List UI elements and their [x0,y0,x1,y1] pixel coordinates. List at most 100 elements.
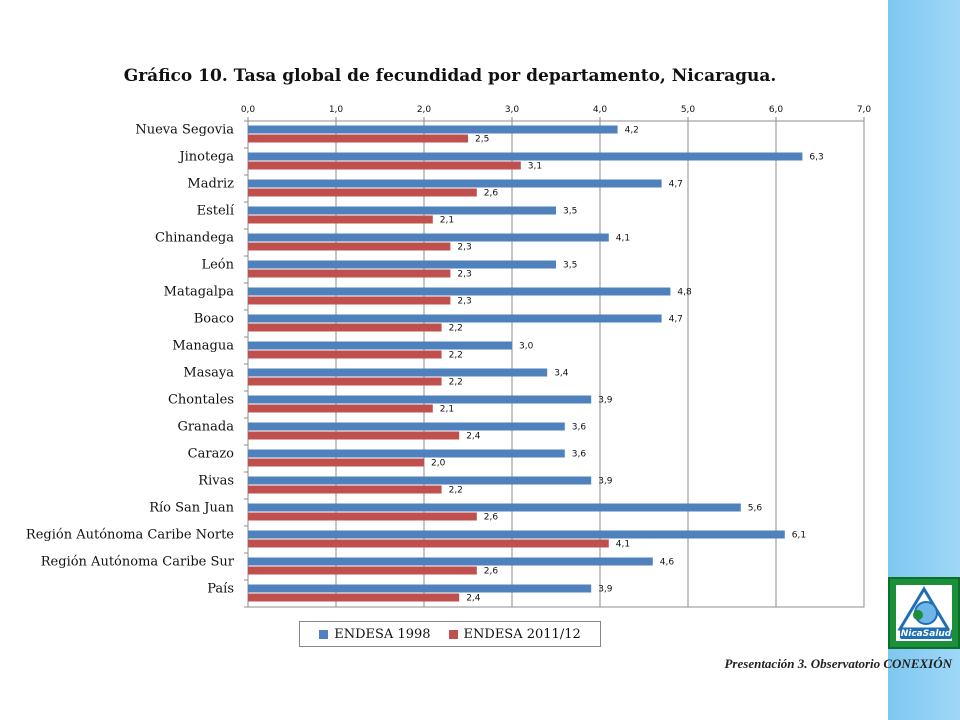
data-label: 6,1 [792,531,806,541]
chart-legend: ENDESA 1998 ENDESA 2011/12 [299,621,601,647]
bar-series-2 [248,458,424,467]
data-label: 3,0 [519,342,534,352]
footer-note: Presentación 3. Observatorio CONEXIÓN [724,656,952,671]
bar-series-1 [248,584,592,593]
bar-series-1 [248,341,512,350]
data-label: 2,4 [466,432,481,442]
data-label: 2,6 [484,513,499,523]
data-label: 4,7 [669,180,683,190]
data-label: 2,1 [440,405,454,415]
category-label: Nueva Segovia [135,123,234,138]
x-tick-label: 1,0 [329,105,344,115]
legend-label-series-1: ENDESA 1998 [334,626,431,642]
category-label: Rivas [198,474,234,489]
x-tick-label: 4,0 [593,105,608,115]
category-label: Matagalpa [164,285,235,300]
data-label: 2,6 [484,567,499,577]
legend-label-series-2: ENDESA 2011/12 [463,626,581,642]
bar-series-2 [248,188,477,197]
data-label: 3,5 [563,261,577,271]
bar-series-2 [248,269,451,278]
bar-series-2 [248,134,468,143]
data-label: 2,2 [449,351,463,361]
data-label: 3,9 [598,585,613,595]
category-label: León [201,258,234,273]
bar-series-1 [248,557,653,566]
data-label: 4,6 [660,558,675,568]
legend-swatch-series-1 [319,629,329,639]
x-tick-label: 7,0 [857,105,872,115]
data-label: 4,7 [669,315,683,325]
category-label: Estelí [197,204,235,219]
bar-series-1 [248,395,592,404]
bar-chart: 0,0 1,0 2,0 3,0 4,0 5,0 6,0 7,0 Nueva Segovia 4,2… [26,105,872,608]
bar-series-1 [248,476,592,485]
data-label: 3,6 [572,423,587,433]
category-label: Managua [172,339,234,354]
category-label: Boaco [194,312,234,327]
bar-series-2 [248,377,442,386]
data-label: 3,5 [563,207,577,217]
bar-series-2 [248,296,451,305]
bar-series-1 [248,260,556,269]
data-label: 2,3 [457,270,471,280]
data-label: 2,3 [457,297,471,307]
bar-series-2 [248,404,433,413]
data-label: 2,3 [457,243,471,253]
bar-series-1 [248,449,565,458]
bar-series-2 [248,161,521,170]
bar-series-1 [248,368,548,377]
legend-swatch-series-2 [448,629,458,639]
bar-series-2 [248,350,442,359]
bar-series-1 [248,422,565,431]
plot-area [247,120,865,608]
bar-series-1 [248,179,662,188]
data-label: 6,3 [809,153,823,163]
bar-series-2 [248,431,460,440]
data-label: 4,8 [677,288,692,298]
bar-series-2 [248,566,477,575]
x-tick-label: 3,0 [505,105,520,115]
x-tick-label: 0,0 [241,105,256,115]
category-label: Madriz [187,177,234,192]
bar-series-1 [248,206,556,215]
bar-series-1 [248,314,662,323]
category-label: Chontales [168,393,234,408]
data-label: 3,9 [598,396,613,406]
bar-series-2 [248,512,477,521]
bar-series-1 [248,503,741,512]
bar-series-1 [248,530,785,539]
data-label: 3,9 [598,477,613,487]
x-tick-label: 5,0 [681,105,696,115]
data-label: 3,6 [572,450,587,460]
x-tick-label: 6,0 [769,105,784,115]
category-label: Jinotega [177,150,234,165]
category-label: Chinandega [155,231,234,246]
category-label: Región Autónoma Caribe Sur [41,555,235,570]
logo-background: NicaSalud [896,585,952,641]
data-label: 2,0 [431,459,446,469]
bar-series-1 [248,125,618,134]
data-label: 4,1 [616,234,630,244]
category-label: Granada [177,420,234,435]
data-label: 2,2 [449,324,463,334]
legend-item-series-2: ENDESA 2011/12 [448,626,581,642]
data-label: 2,4 [466,594,481,604]
data-label: 2,2 [449,486,463,496]
data-label: 2,1 [440,216,454,226]
data-label: 5,6 [748,504,763,514]
data-label: 2,2 [449,378,463,388]
category-label: Río San Juan [149,501,234,516]
bar-series-1 [248,152,803,161]
bar-series-1 [248,287,671,296]
chart-title: Gráfico 10. Tasa global de fecundidad po… [123,66,777,86]
bar-series-2 [248,593,460,602]
data-label: 4,2 [625,126,639,136]
data-label: 3,1 [528,162,542,172]
category-label: País [207,582,234,597]
bar-series-2 [248,485,442,494]
data-label: 4,1 [616,540,630,550]
bar-series-2 [248,242,451,251]
bar-series-2 [248,215,433,224]
data-label: 2,6 [484,189,499,199]
